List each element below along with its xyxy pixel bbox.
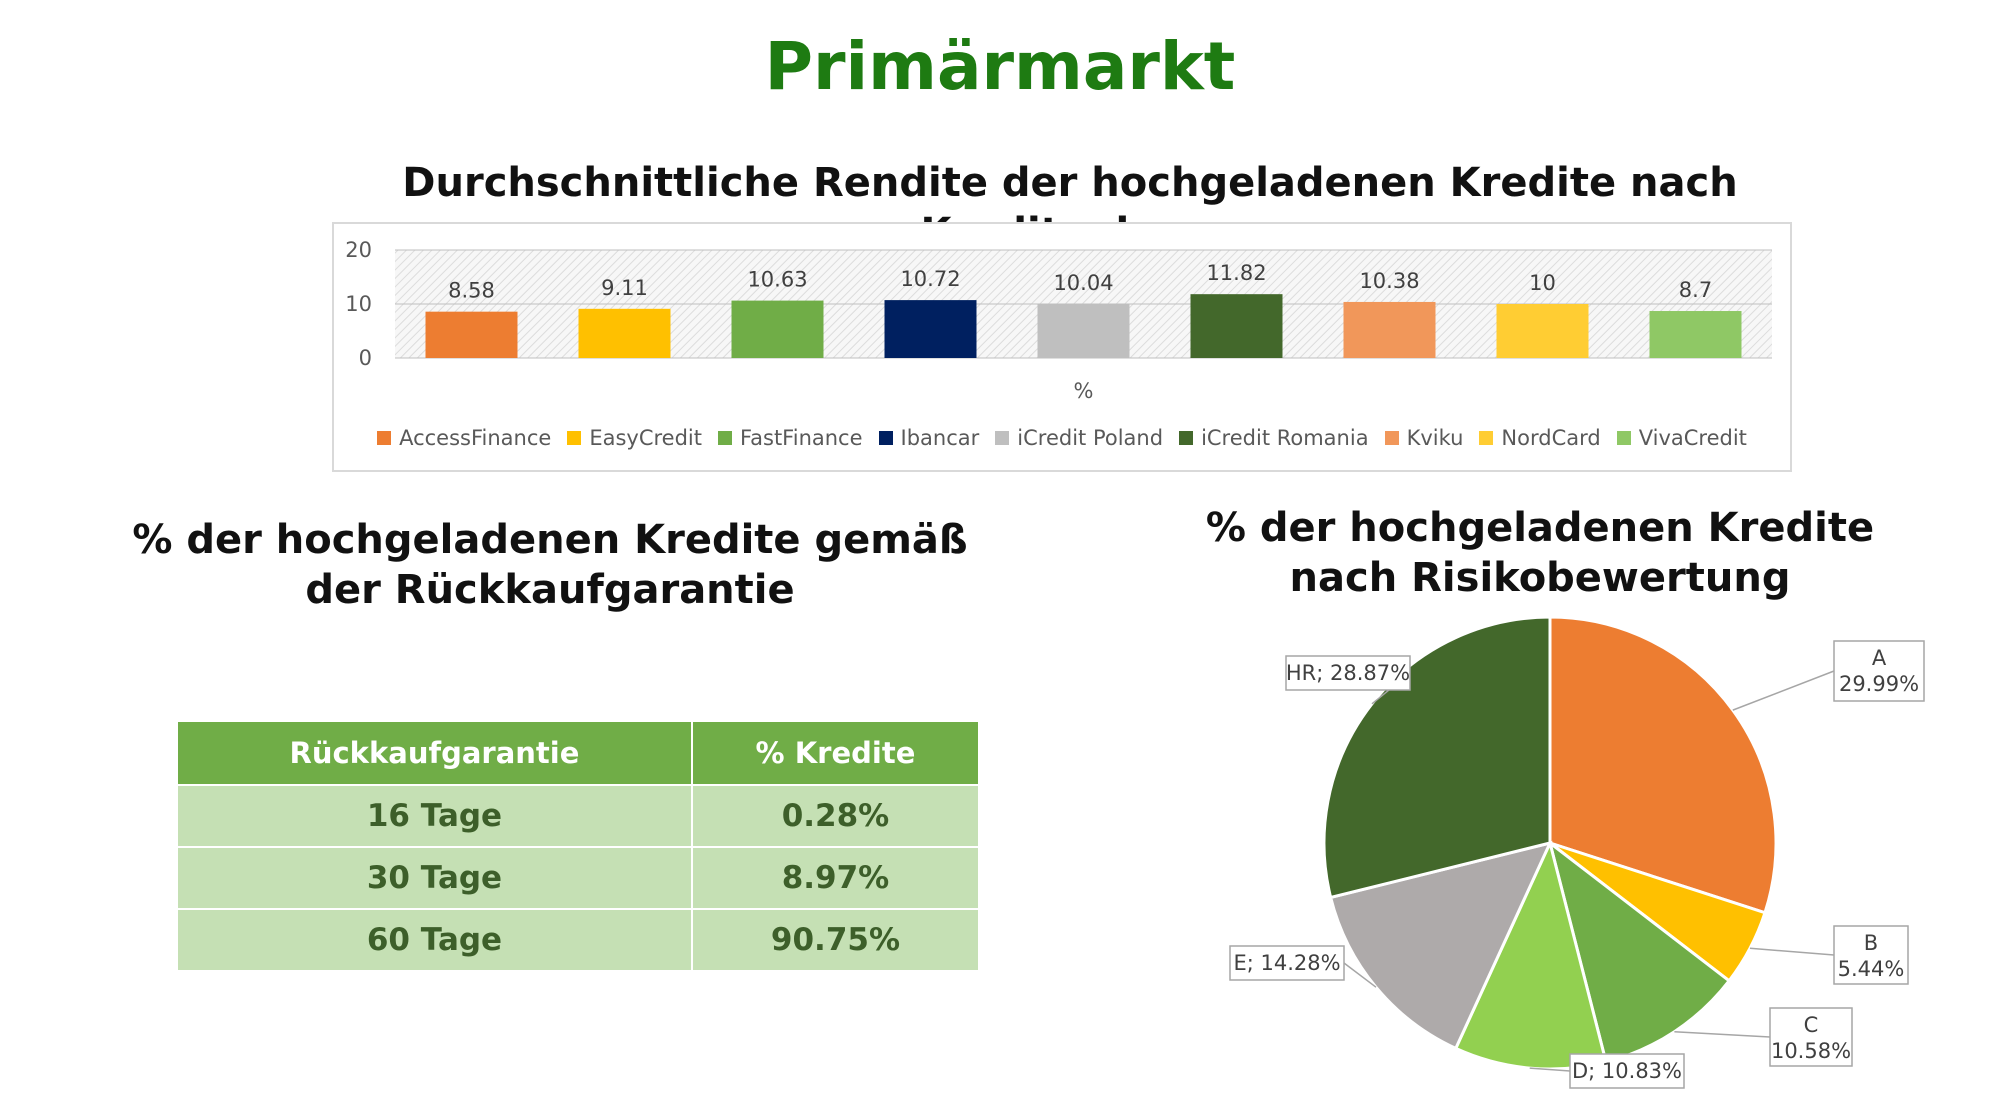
data-label: D; 10.83% bbox=[1572, 1059, 1682, 1083]
bar bbox=[884, 300, 977, 358]
bar bbox=[1343, 301, 1436, 358]
x-axis-label: % bbox=[1074, 379, 1094, 403]
bar-chart-legend: AccessFinance EasyCredit FastFinance Ibanca… bbox=[332, 426, 1792, 450]
data-label: E; 14.28% bbox=[1233, 951, 1340, 975]
legend-swatch bbox=[567, 431, 582, 445]
guarantee-table: Rückkaufgarantie % Kredite 16 Tage 0.28%… bbox=[176, 720, 981, 972]
legend-item: Ibancar bbox=[878, 426, 980, 450]
pie-slice bbox=[1548, 615, 1778, 915]
data-label-box bbox=[1833, 925, 1909, 985]
table-row: 60 Tage 90.75% bbox=[176, 908, 981, 972]
data-label: 11.82 bbox=[1206, 261, 1266, 285]
legend-item: iCredit Poland bbox=[995, 426, 1163, 450]
data-label: 10.58% bbox=[1771, 1039, 1851, 1063]
pie-slice bbox=[1328, 840, 1553, 1051]
table-cell-guarantee: 30 Tage bbox=[176, 846, 693, 910]
legend-label: iCredit Poland bbox=[1017, 426, 1164, 450]
table-cell-percent: 0.28% bbox=[690, 784, 981, 848]
y-tick-label: 0 bbox=[359, 346, 372, 370]
legend-item: Kviku bbox=[1384, 426, 1464, 450]
pie-chart-title: % der hochgeladenen Kredite nach Risikob… bbox=[1205, 505, 1875, 601]
data-label: 10.72 bbox=[900, 267, 960, 291]
legend-item: FastFinance bbox=[717, 426, 863, 450]
bar bbox=[1649, 311, 1742, 358]
legend-item: AccessFinance bbox=[377, 426, 551, 450]
table-cell-percent: 90.75% bbox=[690, 908, 981, 972]
leader-line bbox=[1674, 1030, 1771, 1038]
data-label: 10.63 bbox=[747, 268, 807, 292]
data-label: 5.44% bbox=[1838, 957, 1905, 981]
data-label: 10 bbox=[1529, 271, 1556, 295]
legend-label: iCredit Romania bbox=[1201, 426, 1369, 450]
leader-line bbox=[1749, 947, 1835, 956]
data-label-box bbox=[1833, 640, 1925, 702]
legend-label: EasyCredit bbox=[589, 426, 702, 450]
data-label-box bbox=[1285, 655, 1411, 691]
pie-chart: A29.99% B5.44% C10.58% D; 10.83% E; 14.28% HR… bbox=[1229, 615, 1925, 1089]
legend-label: Ibancar bbox=[900, 426, 980, 450]
table-row: 16 Tage 0.28% bbox=[176, 784, 981, 848]
data-label: 10.38 bbox=[1359, 269, 1419, 293]
bar bbox=[578, 308, 671, 358]
legend-item: iCredit Romania bbox=[1179, 426, 1369, 450]
y-tick-label: 10 bbox=[345, 292, 372, 316]
data-label: 8.7 bbox=[1679, 278, 1712, 302]
legend-swatch bbox=[377, 431, 392, 445]
legend-label: Kviku bbox=[1406, 426, 1464, 450]
legend-swatch bbox=[995, 431, 1010, 445]
table-cell-guarantee: 60 Tage bbox=[176, 908, 693, 972]
legend-swatch bbox=[1479, 431, 1494, 445]
leader-line bbox=[1529, 1067, 1571, 1072]
data-label: HR; 28.87% bbox=[1286, 661, 1410, 685]
leader-line bbox=[1343, 962, 1377, 988]
bar bbox=[1037, 303, 1130, 358]
data-label: 9.11 bbox=[601, 276, 648, 300]
data-label: 10.04 bbox=[1053, 271, 1113, 295]
data-label-box bbox=[1769, 1007, 1853, 1067]
table-title: % der hochgeladenen Kredite gemäß der Rü… bbox=[132, 517, 968, 613]
legend-item: EasyCredit bbox=[567, 426, 702, 450]
legend-label: VivaCredit bbox=[1638, 426, 1747, 450]
bar bbox=[425, 311, 518, 358]
table-header-row: Rückkaufgarantie % Kredite bbox=[176, 720, 981, 786]
legend-swatch bbox=[1384, 431, 1399, 445]
table-cell-guarantee: 16 Tage bbox=[176, 784, 693, 848]
column-header-percent: % Kredite bbox=[690, 720, 981, 786]
data-label-category: C bbox=[1804, 1013, 1819, 1037]
legend-swatch bbox=[717, 431, 732, 445]
table-row: 30 Tage 8.97% bbox=[176, 846, 981, 910]
data-label: 8.58 bbox=[448, 279, 495, 303]
legend-item: VivaCredit bbox=[1616, 426, 1747, 450]
bar bbox=[1496, 304, 1589, 358]
leader-line bbox=[1732, 670, 1835, 711]
bar-chart: 0 10 20 8.58 9.11 10.63 10.72 10.04 11.82 10.38 10… bbox=[345, 238, 1772, 403]
data-label-category: A bbox=[1872, 646, 1887, 670]
legend-swatch bbox=[878, 431, 893, 445]
data-label-box bbox=[1569, 1053, 1685, 1089]
page-title: Primärmarkt bbox=[764, 28, 1236, 105]
legend-item: NordCard bbox=[1479, 426, 1601, 450]
data-label-box bbox=[1229, 945, 1345, 981]
data-label-category: B bbox=[1864, 931, 1878, 955]
bar bbox=[1190, 294, 1283, 358]
table-cell-percent: 8.97% bbox=[690, 846, 981, 910]
legend-label: AccessFinance bbox=[399, 426, 552, 450]
legend-label: NordCard bbox=[1501, 426, 1601, 450]
data-label: 29.99% bbox=[1839, 672, 1919, 696]
legend-swatch bbox=[1616, 431, 1631, 445]
legend-label: FastFinance bbox=[739, 426, 863, 450]
y-tick-label: 20 bbox=[345, 238, 372, 262]
column-header-guarantee: Rückkaufgarantie bbox=[176, 720, 693, 786]
bar bbox=[731, 300, 824, 358]
legend-swatch bbox=[1179, 431, 1194, 445]
